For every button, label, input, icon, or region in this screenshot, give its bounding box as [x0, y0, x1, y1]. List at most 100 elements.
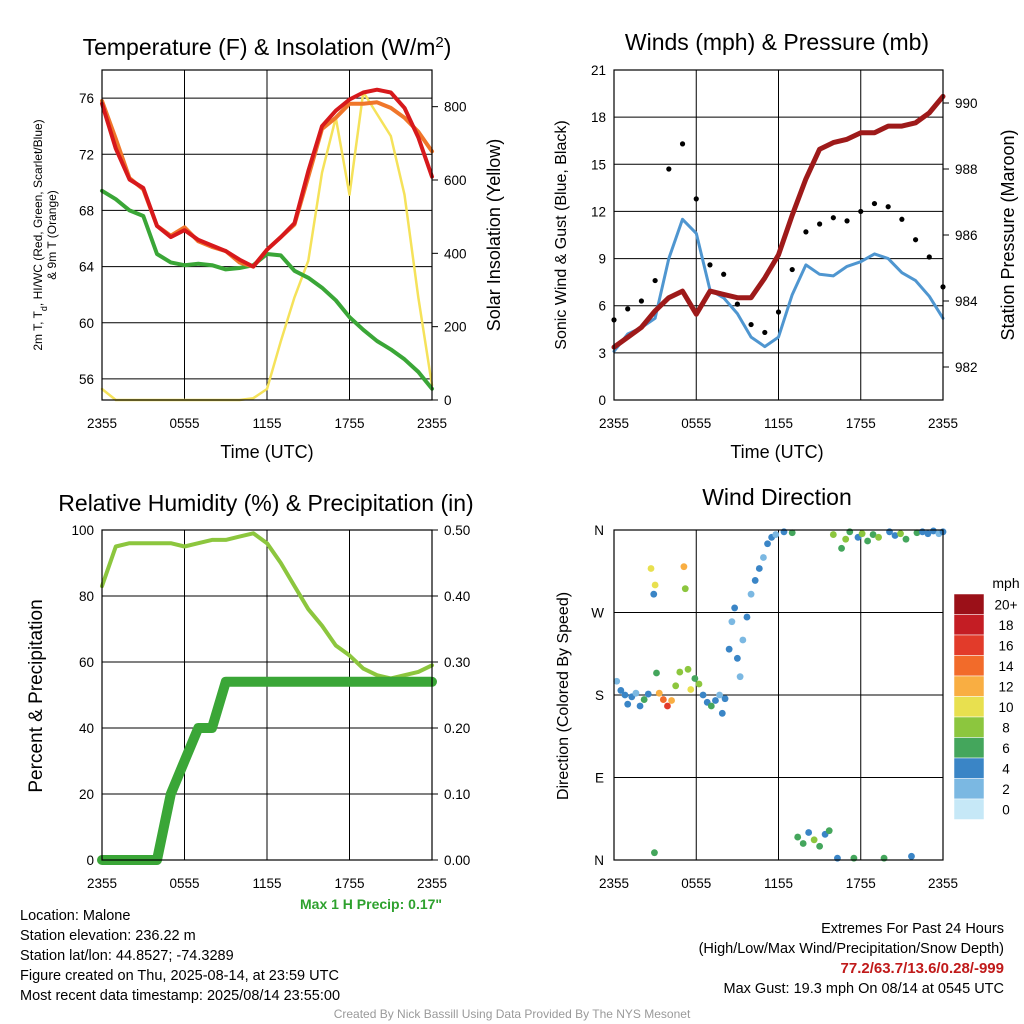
- x-tick-label: 1755: [846, 416, 876, 431]
- direction-point: [712, 697, 719, 704]
- y-right-tick-label: 0.00: [444, 853, 470, 868]
- direction-point: [617, 687, 625, 694]
- y-right-tick-label: 988: [955, 162, 978, 177]
- direction-point: [680, 563, 688, 571]
- direction-point: [684, 665, 692, 673]
- x-tick-label: 2355: [417, 416, 447, 431]
- humidity-title: Relative Humidity (%) & Precipitation (i…: [58, 490, 473, 516]
- temperature-plot-area: 2355 0555 1155 1755 2355 56 60 64 68 72 76 0 200 400 6…: [79, 69, 467, 431]
- y-tick-label: 15: [591, 157, 606, 172]
- winds-title: Winds (mph) & Pressure (mb): [625, 29, 929, 55]
- x-tick-label: 1155: [252, 416, 281, 431]
- y-tick-label: 72: [79, 147, 94, 162]
- colorbar-swatch: [953, 593, 985, 615]
- direction-point: [838, 544, 845, 552]
- y-tick-label: 3: [598, 346, 606, 361]
- speed-colorbar: 20+ 18 16 14 12 10 8 6 4 2 0: [953, 593, 1018, 820]
- direction-point: [755, 565, 763, 572]
- direction-point: [699, 691, 707, 699]
- colorbar-swatch: [953, 757, 985, 779]
- plot-frame: [613, 529, 944, 861]
- direction-point: [875, 533, 882, 541]
- colorbar-swatch: [953, 778, 985, 800]
- plot-frame: [101, 529, 433, 861]
- direction-point: [897, 530, 904, 538]
- y-right-tick-label: 986: [955, 228, 978, 243]
- colorbar-label: 12: [998, 679, 1013, 694]
- series-line-relative-humidity: [100, 531, 434, 681]
- direction-point: [672, 682, 680, 690]
- direction-point: [733, 654, 741, 662]
- humidity-ylabel: Percent & Precipitation: [26, 599, 47, 792]
- colorbar-label: 10: [998, 700, 1013, 715]
- colorbar-label: 6: [1002, 741, 1010, 756]
- colorbar-label: 0: [1002, 802, 1010, 817]
- direction-point: [858, 530, 866, 538]
- direction-point: [764, 540, 771, 548]
- y-tick-label: N: [594, 523, 604, 538]
- colorbar-swatch: [953, 614, 985, 636]
- x-tick-label: 0555: [681, 416, 711, 431]
- colorbar-swatch: [953, 737, 985, 759]
- colorbar-swatch: [953, 655, 985, 677]
- direction-point: [725, 645, 733, 653]
- y-right-tick-label: 984: [955, 294, 978, 309]
- direction-point: [707, 702, 715, 710]
- gust-point: [652, 277, 658, 284]
- direction-point: [799, 840, 807, 847]
- direction-point: [751, 577, 759, 584]
- direction-point: [829, 531, 837, 538]
- y-tick-label: 56: [79, 372, 94, 387]
- x-tick-label: 2355: [87, 876, 117, 891]
- winds-xlabel: Time (UTC): [730, 442, 823, 462]
- direction-point: [624, 700, 632, 708]
- gust-point: [858, 208, 864, 215]
- gust-point: [707, 262, 713, 268]
- grid: [613, 70, 944, 400]
- y-tick-label: 40: [79, 721, 94, 736]
- direction-point: [647, 565, 655, 572]
- wind-direction-ylabel: Direction (Colored By Speed): [555, 592, 572, 800]
- direction-point: [636, 702, 644, 710]
- grid: [101, 530, 433, 860]
- wind-direction-plot-area: 2355 0555 1155 1755 2355 N E S W N: [591, 523, 958, 891]
- x-tick-label: 2355: [599, 876, 629, 891]
- direction-point: [864, 537, 872, 545]
- y-tick-label: 9: [598, 252, 606, 267]
- y-tick-label: N: [594, 853, 604, 868]
- y-tick-label: 60: [79, 316, 94, 331]
- colorbar-title: mph: [992, 575, 1019, 591]
- direction-point: [716, 691, 723, 699]
- colorbar-swatch: [953, 634, 985, 656]
- gust-point: [912, 237, 919, 243]
- gust-point: [762, 329, 768, 336]
- plot-frame: [613, 69, 944, 401]
- direction-point: [743, 613, 751, 621]
- direction-point: [731, 604, 739, 612]
- station-latlon: Station lat/lon: 44.8527; -74.3289: [20, 948, 234, 964]
- credit-line: Created By Nick Bassill Using Data Provi…: [333, 1007, 691, 1021]
- x-tick-label: 1755: [334, 876, 364, 891]
- direction-point: [721, 695, 729, 703]
- x-tick-label: 1155: [252, 876, 281, 891]
- gust-point: [817, 221, 823, 227]
- direction-point: [644, 690, 652, 698]
- pressure-ylabel: Station Pressure (Maroon): [998, 129, 1018, 340]
- x-tick-label: 0555: [169, 416, 199, 431]
- humidity-panel: Relative Humidity (%) & Precipitation (i…: [26, 490, 474, 891]
- direction-points: [613, 527, 947, 862]
- y-tick-label: 80: [79, 589, 94, 604]
- winds-plot-area: 2355 0555 1155 1755 2355 0 3 6 9 12 15 18 21 982 984 98…: [591, 63, 978, 431]
- direction-point: [659, 696, 667, 703]
- y-tick-label: 18: [591, 110, 606, 125]
- extremes-title: Extremes For Past 24 Hours: [821, 921, 1004, 937]
- direction-point: [747, 590, 755, 598]
- colorbar-swatch: [953, 696, 985, 718]
- x-tick-label: 1755: [846, 876, 876, 891]
- direction-point: [825, 827, 833, 835]
- gust-point: [721, 271, 727, 277]
- colorbar-label: 2: [1002, 782, 1010, 797]
- direction-point: [739, 636, 747, 644]
- y-right-tick-label: 0.10: [444, 787, 470, 802]
